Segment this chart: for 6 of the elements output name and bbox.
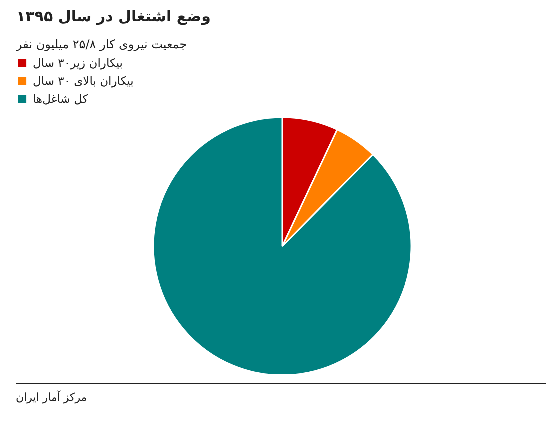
legend-label: کل شاغل‌ها (33, 92, 88, 106)
legend-label: بیکاران بالای ۳۰ سال (33, 74, 134, 88)
chart-title: وضع اشتغال در سال ۱۳۹۵ (16, 8, 211, 26)
chart-subtitle: جمعیت نیروی کار ۲۵/۸ میلیون نفر (16, 38, 188, 52)
legend-label: بیکاران زیر۳۰ سال (33, 56, 123, 70)
text: مرکز آمار ایران (16, 390, 88, 406)
